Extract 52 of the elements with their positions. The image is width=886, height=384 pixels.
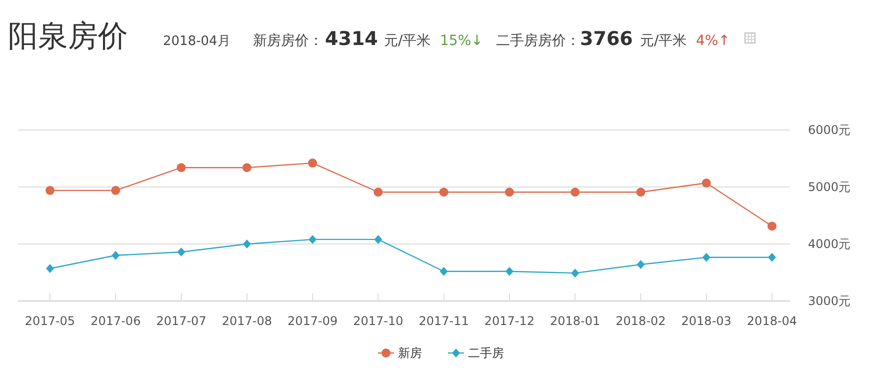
y-tick-label: 3000元 — [808, 294, 851, 308]
point — [46, 264, 54, 274]
point — [570, 188, 580, 197]
point — [308, 234, 317, 244]
text: 4314 — [325, 28, 378, 50]
text: 二手房房价： — [496, 33, 580, 49]
x-tick-label: 2017-08 — [222, 314, 272, 328]
point — [636, 260, 645, 270]
x-tick-label: 2018-01 — [550, 314, 600, 328]
x-tick-label: 2017-05 — [24, 314, 76, 328]
point — [111, 186, 120, 195]
point — [242, 163, 252, 172]
text: 4%↑ — [696, 33, 730, 49]
x-tick-label: 2017-11 — [418, 314, 469, 328]
x-tick-label: 2018-04 — [746, 314, 798, 328]
point — [46, 186, 54, 195]
x-tick-label: 2017-12 — [484, 314, 535, 328]
point — [504, 188, 514, 197]
point — [177, 247, 186, 256]
point — [374, 234, 382, 244]
text: 元/平米 — [640, 33, 687, 49]
x-tick-label: 2017-10 — [353, 314, 404, 328]
point — [768, 252, 776, 262]
point — [702, 178, 711, 188]
text: 新房房价： — [253, 33, 323, 49]
text: 3766 — [580, 28, 633, 50]
point — [636, 188, 646, 197]
x-tick-label: 2018-03 — [681, 314, 732, 328]
x-tick-label: 2017-07 — [156, 314, 206, 328]
point — [505, 266, 514, 276]
point — [571, 268, 580, 278]
point — [112, 250, 120, 260]
point — [374, 188, 383, 197]
x-tick-label: 2017-06 — [90, 314, 141, 328]
point — [176, 163, 186, 172]
x-tick-label: 2018-02 — [616, 314, 666, 328]
point — [768, 222, 776, 231]
point — [440, 266, 448, 276]
x-tick-label: 2017-09 — [287, 314, 338, 328]
y-tick-label: 5000元 — [808, 180, 851, 194]
legend-label: 新房 — [398, 346, 422, 360]
text: 2018-04月 — [163, 34, 230, 49]
point — [439, 188, 448, 197]
point — [242, 240, 251, 248]
point — [308, 158, 318, 168]
text: 元/平米 — [384, 33, 431, 49]
point — [702, 252, 710, 262]
y-tick-label: 6000元 — [808, 123, 851, 138]
text: 15%↓ — [440, 33, 483, 49]
chart-title: 阳泉房价 — [8, 19, 128, 54]
y-tick-label: 4000元 — [808, 237, 851, 252]
legend-label: 二手房 — [468, 346, 504, 360]
